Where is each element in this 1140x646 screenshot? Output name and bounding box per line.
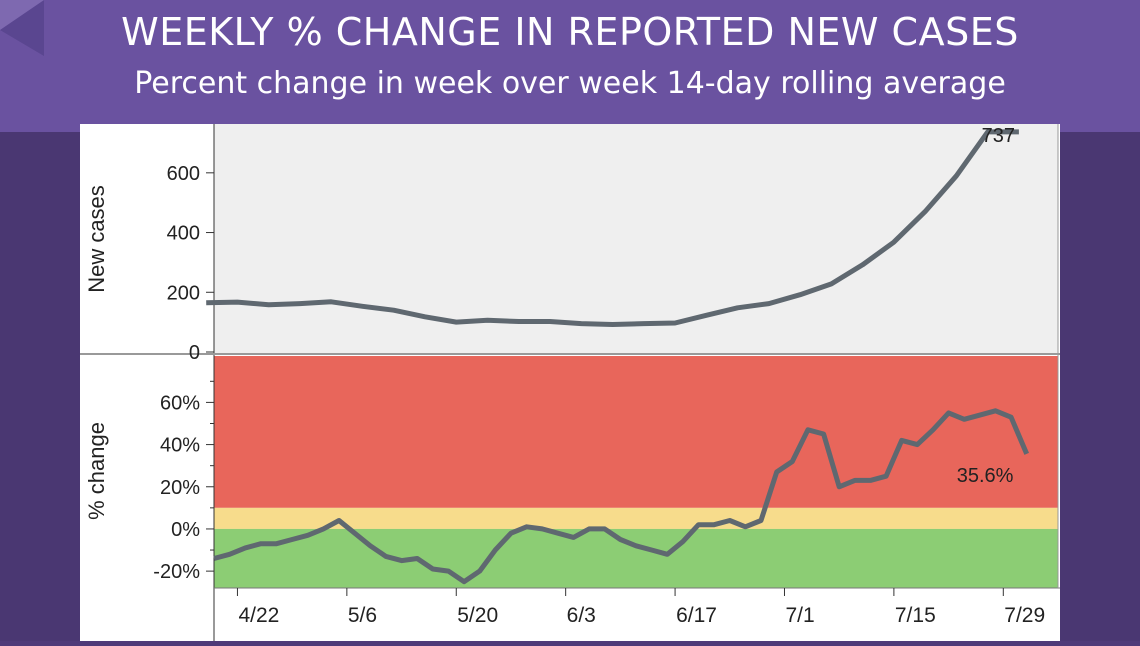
chart-panel: New cases % change 0 200 400 600 -20% 0% 20% 4… — [80, 124, 1060, 641]
xtick-label: 7/29 — [1004, 604, 1045, 627]
header-banner: WEEKLY % CHANGE IN REPORTED NEW CASES Pe… — [0, 0, 1140, 132]
top-ytick-label: 0 — [189, 342, 200, 364]
bottom-end-label: 35.6% — [957, 465, 1014, 487]
xtick-label: 7/1 — [785, 604, 814, 627]
xtick-label: 7/15 — [895, 604, 936, 627]
bottom-ytick-label: 0% — [171, 519, 200, 541]
xtick-label: 6/17 — [676, 604, 717, 627]
zone-band-2 — [214, 528, 1058, 588]
zone-band-0 — [214, 356, 1058, 508]
percent-change-line — [213, 408, 1030, 585]
top-ytick-label: 400 — [167, 223, 200, 245]
chart-svg: New cases % change 0 200 400 600 -20% 0% 20% 4… — [80, 124, 1060, 641]
corner-fold-decoration — [0, 0, 44, 56]
page-title: WEEKLY % CHANGE IN REPORTED NEW CASES — [121, 10, 1019, 54]
xtick-label: 5/6 — [348, 604, 377, 627]
top-ytick-label: 200 — [167, 282, 200, 304]
top-y-ticks: 0 200 400 600 — [167, 163, 214, 364]
right-panel — [1060, 124, 1140, 641]
bottom-ytick-label: 40% — [160, 435, 200, 457]
top-end-label: 737 — [982, 125, 1015, 147]
x-ticks: 4/22 5/6 5/20 6/3 6/17 7/1 7/15 7/29 — [236, 588, 1045, 627]
bottom-ytick-label: 60% — [160, 392, 200, 414]
xtick-label: 4/22 — [238, 604, 279, 627]
zone-band-1 — [214, 507, 1058, 529]
bottom-ytick-label: -20% — [153, 561, 200, 583]
bottom-ylabel: % change — [84, 422, 109, 520]
xtick-label: 5/20 — [457, 604, 498, 627]
top-plot-area — [214, 124, 1058, 354]
top-ylabel: New cases — [84, 185, 109, 293]
new-cases-line — [206, 129, 1019, 327]
bottom-ytick-label: 20% — [160, 477, 200, 499]
xtick-label: 6/3 — [567, 604, 596, 627]
bottom-y-ticks: -20% 0% 20% 40% 60% — [153, 380, 214, 583]
left-panel — [0, 124, 80, 641]
zone-bands — [214, 356, 1058, 588]
top-ytick-label: 600 — [167, 163, 200, 185]
page-subtitle: Percent change in week over week 14-day … — [134, 66, 1006, 101]
